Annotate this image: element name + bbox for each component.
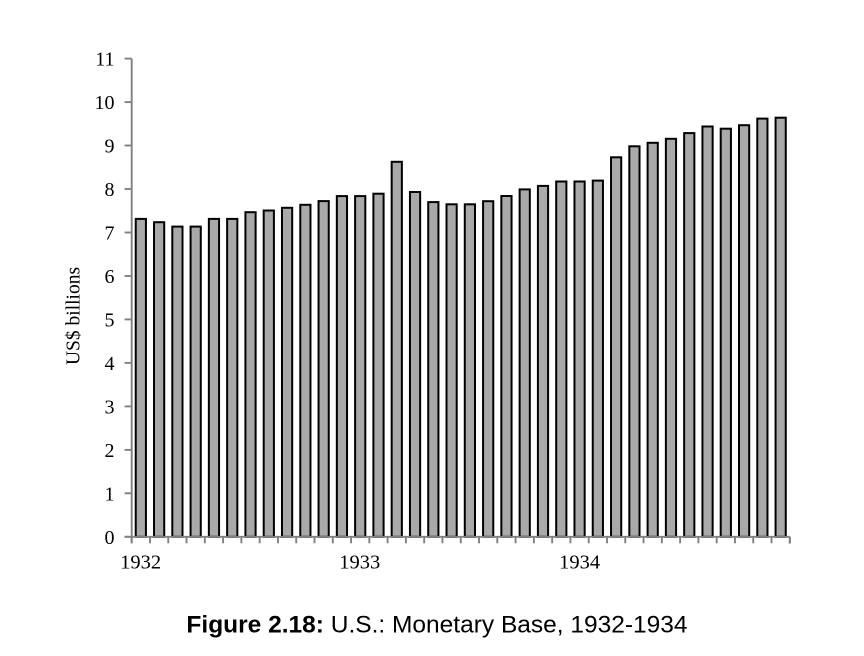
svg-text:0: 0 [105,527,115,549]
svg-text:10: 10 [95,92,115,114]
svg-text:3: 3 [105,396,115,418]
svg-text:9: 9 [105,136,115,158]
svg-text:4: 4 [105,353,115,375]
svg-text:US$ billions: US$ billions [64,267,85,365]
svg-text:5: 5 [105,309,115,331]
svg-text:6: 6 [105,266,115,288]
svg-text:2: 2 [105,440,115,462]
svg-text:1934: 1934 [559,551,600,573]
svg-text:Figure 2.18: U.S.: Monetary Ba: Figure 2.18: U.S.: Monetary Base, 1932-1… [186,612,687,639]
svg-text:1933: 1933 [339,551,380,573]
svg-text:11: 11 [95,49,114,71]
svg-text:7: 7 [105,223,115,245]
svg-text:1: 1 [105,483,115,505]
svg-text:1932: 1932 [120,551,161,573]
svg-text:8: 8 [105,179,115,201]
